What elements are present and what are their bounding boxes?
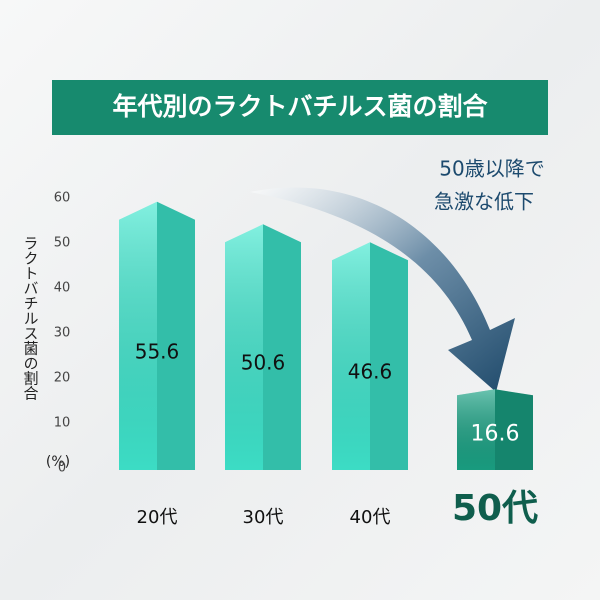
value-label: 55.6 [135, 339, 180, 363]
x-tick-label: 40代 [350, 507, 391, 528]
y-tick-label: 60 [54, 191, 71, 206]
value-label: 16.6 [471, 422, 520, 447]
bar-side [263, 224, 301, 470]
bar-shade [119, 201, 157, 471]
y-tick-label: 10 [54, 416, 71, 431]
bar-side [495, 389, 533, 470]
trend-arrow [250, 187, 515, 392]
y-tick-label: 20 [54, 371, 71, 386]
y-unit: (%) [46, 454, 70, 470]
bar-side [370, 242, 408, 470]
bar-shade [225, 224, 263, 470]
bar-side [157, 201, 195, 471]
y-tick-label: 50 [54, 236, 71, 251]
y-tick-label: 0 [58, 461, 66, 476]
chart-title: 年代別のラクトバチルス菌の割合 [112, 92, 488, 121]
value-label: 50.6 [241, 351, 286, 375]
bar-shade [457, 389, 495, 470]
y-tick-label: 30 [54, 326, 71, 341]
value-label: 46.6 [348, 360, 393, 384]
annotation: 急激な低下 [434, 190, 534, 214]
y-tick-label: 40 [54, 281, 71, 296]
x-tick-label: 50代 [452, 488, 538, 529]
x-tick-label: 30代 [243, 507, 284, 528]
annotation: 50歳以降で [439, 157, 544, 181]
y-axis-label: ラクトバチルス菌の割合 [22, 236, 40, 401]
x-tick-label: 20代 [137, 507, 178, 528]
bar-shade [332, 242, 370, 470]
title-banner [52, 80, 548, 135]
